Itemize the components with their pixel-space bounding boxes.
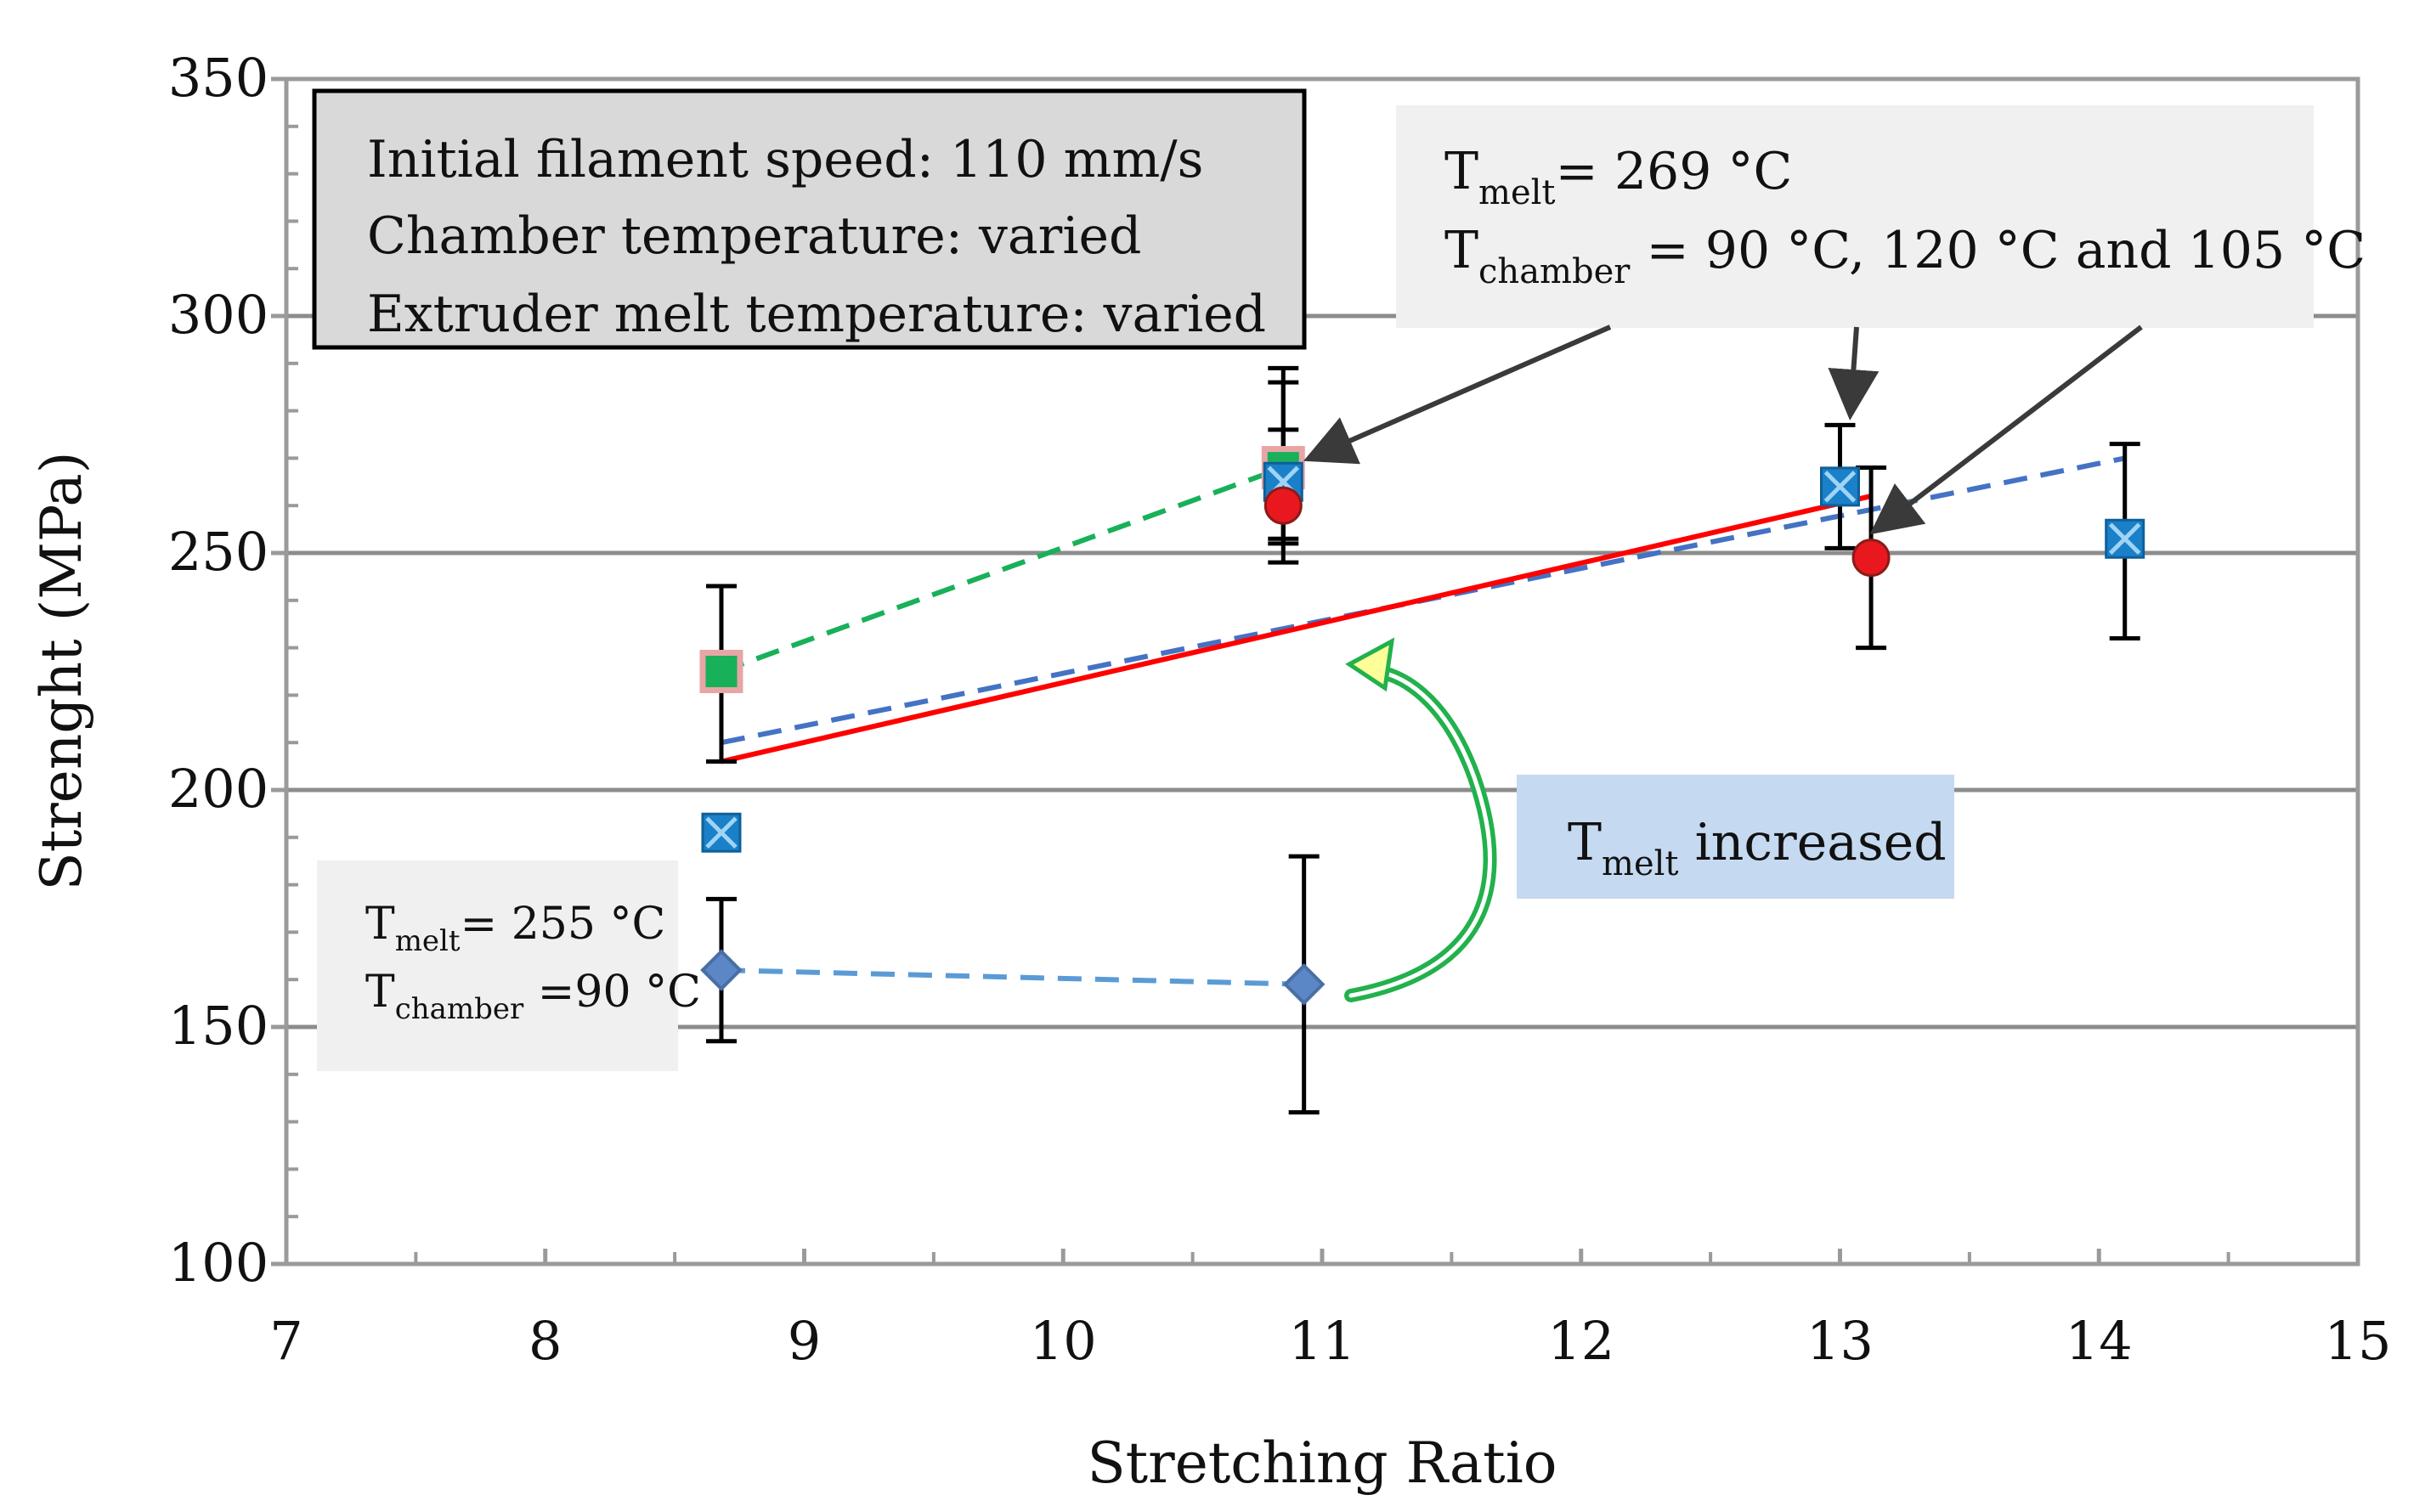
data-point-s3-p1 bbox=[1851, 539, 1891, 578]
arrow-to-blue-point bbox=[1828, 326, 1880, 420]
y-tick-label-300: 300 bbox=[168, 284, 269, 346]
data-point-s1-p0 bbox=[699, 650, 743, 693]
x-tick-label-7: 7 bbox=[269, 1310, 302, 1372]
settings-annotation: Initial filament speed: 110 mm/s Chamber… bbox=[312, 88, 1307, 350]
x-tick-label-11: 11 bbox=[1289, 1310, 1356, 1372]
tmelt-255-annotation: Tmelt= 255 °C Tchamber =90 °C bbox=[317, 860, 701, 1071]
y-tick-label-350: 350 bbox=[168, 47, 269, 109]
x-tick-label-8: 8 bbox=[529, 1310, 562, 1372]
arrow-to-green-point bbox=[1303, 324, 1612, 465]
data-point-s2-p3-cross bbox=[2108, 522, 2141, 556]
settings-box bbox=[312, 88, 1307, 350]
curved-arrow-shaft-inner bbox=[1348, 670, 1492, 998]
connector-series-0 bbox=[721, 968, 1304, 987]
tmelt-increased-annotation: Tmelt increased bbox=[1517, 775, 1954, 899]
trendline-series-3 bbox=[721, 494, 1872, 764]
curved-arrow-shaft bbox=[1344, 666, 1497, 1002]
tchamber-90-line: Tchamber =90 °C bbox=[365, 967, 701, 1026]
x-tick-label-10: 10 bbox=[1030, 1310, 1097, 1372]
tmelt-increased-label: Tmelt increased bbox=[1568, 813, 1947, 883]
y-tick-label-150: 150 bbox=[168, 995, 269, 1057]
tmelt-255-box bbox=[317, 860, 678, 1071]
data-point-s2-p0-cross bbox=[705, 816, 738, 849]
curved-arrow-head bbox=[1345, 637, 1395, 692]
y-tick-label-200: 200 bbox=[168, 758, 269, 820]
connector-series-1 bbox=[720, 465, 1285, 674]
x-tick-label-9: 9 bbox=[788, 1310, 821, 1372]
settings-line-1: Initial filament speed: 110 mm/s bbox=[367, 130, 1203, 189]
tmelt-269-annotation: Tmelt= 269 °C Tchamber = 90 °C, 120 °C a… bbox=[1396, 105, 2366, 328]
y-tick-label-250: 250 bbox=[168, 521, 269, 583]
data-point-s0-p1 bbox=[1282, 962, 1326, 1006]
tmelt-269-line: Tmelt= 269 °C bbox=[1444, 142, 1792, 212]
tmelt-increased-box bbox=[1517, 775, 1954, 899]
axes: 100 150 200 250 300 350 7 8 9 10 11 12 13 14 15 bbox=[168, 47, 2392, 1372]
tchamber-multi-line: Tchamber = 90 °C, 120 °C and 105 °C bbox=[1444, 221, 2366, 291]
arrow-to-red-point bbox=[1869, 324, 2143, 535]
data-point-s0-p0 bbox=[700, 949, 743, 991]
pointer-arrows bbox=[1303, 324, 2143, 535]
settings-line-2: Chamber temperature: varied bbox=[367, 206, 1141, 266]
x-tick-label-15: 15 bbox=[2325, 1310, 2392, 1372]
settings-line-3: Extruder melt temperature: varied bbox=[367, 285, 1266, 344]
y-axis-title: Strenght (MPa) bbox=[29, 452, 94, 891]
x-tick-label-13: 13 bbox=[1806, 1310, 1874, 1372]
y-tick-label-100: 100 bbox=[168, 1232, 269, 1294]
data-point-s3-p0 bbox=[1263, 486, 1303, 525]
data-point-s2-p2-cross bbox=[1823, 471, 1857, 503]
tmelt-255-line: Tmelt= 255 °C bbox=[365, 899, 665, 958]
curved-increase-arrow bbox=[1344, 637, 1497, 1002]
tmelt-269-box bbox=[1396, 105, 2314, 328]
data-marks bbox=[699, 365, 2145, 1114]
x-axis-title: Stretching Ratio bbox=[1087, 1430, 1557, 1496]
x-tick-label-12: 12 bbox=[1547, 1310, 1614, 1372]
x-tick-label-14: 14 bbox=[2066, 1310, 2133, 1372]
